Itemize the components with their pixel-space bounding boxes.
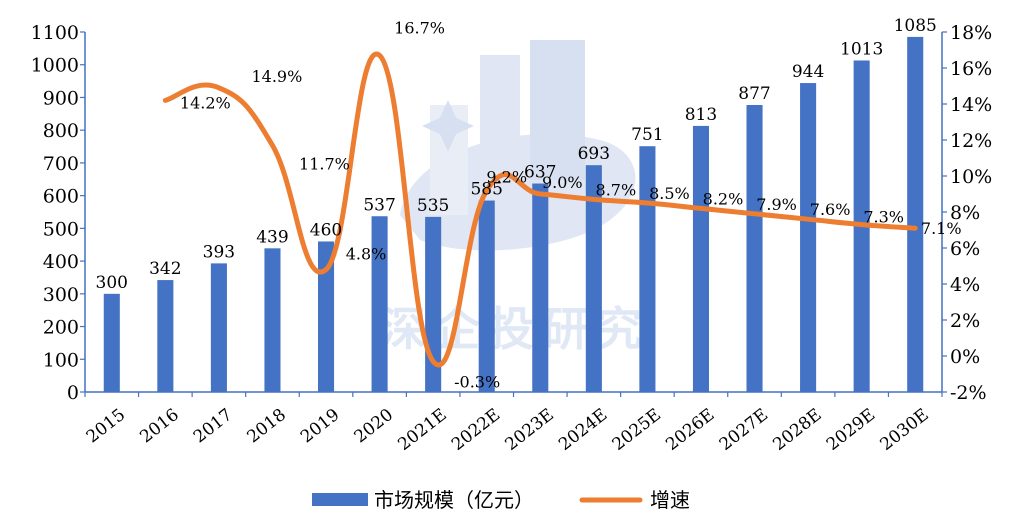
bar-data-label: 537 <box>363 195 395 215</box>
growth-data-label: -0.3% <box>454 372 500 391</box>
growth-data-label: 7.6% <box>810 200 851 219</box>
growth-data-label: 8.5% <box>649 184 690 203</box>
bar <box>371 216 388 392</box>
growth-data-label: 11.7% <box>299 154 350 173</box>
y-left-tick-label: 100 <box>43 349 79 371</box>
bar <box>907 36 924 393</box>
bar <box>585 165 602 392</box>
x-tick-label: 2026E <box>662 405 718 455</box>
growth-data-label: 16.7% <box>394 18 445 37</box>
bar <box>532 183 549 392</box>
y-right-tick-label: 2% <box>950 310 980 332</box>
y-left-tick-label: 900 <box>43 87 79 109</box>
bar-data-label: 393 <box>203 242 235 262</box>
growth-data-label: 9.0% <box>542 173 583 192</box>
legend-swatch-bar <box>312 493 368 506</box>
bar <box>210 263 227 392</box>
growth-data-label: 14.2% <box>180 93 231 112</box>
bar-data-label: 637 <box>524 163 556 183</box>
bar-data-label: 460 <box>310 220 342 240</box>
bars-layer <box>103 36 924 393</box>
y-left-tick-label: 0 <box>67 382 79 404</box>
bar-data-label: 751 <box>631 125 663 145</box>
bar-data-label: 693 <box>578 144 610 164</box>
bar-data-label: 877 <box>738 84 770 104</box>
x-tick-label: 2028E <box>769 405 825 455</box>
growth-data-label: 8.2% <box>703 189 744 208</box>
x-tick-label: 2025E <box>609 405 665 455</box>
y-right-tick-label: 6% <box>950 238 980 260</box>
x-tick-label: 2022E <box>448 405 504 455</box>
y-right-tick-label: 4% <box>950 274 980 296</box>
y-left-tick-label: 400 <box>43 251 79 273</box>
x-tick-label: 2027E <box>716 405 772 455</box>
growth-rate-line <box>162 51 918 368</box>
x-tick-label: 2029E <box>823 405 879 455</box>
bar-data-label: 342 <box>149 259 181 279</box>
y-left-tick-label: 800 <box>43 120 79 142</box>
y-left-tick-label: 700 <box>43 153 79 175</box>
legend-label-line: 增速 <box>650 488 690 512</box>
y-left-tick-label: 1100 <box>31 22 79 44</box>
y-right-tick-label: 16% <box>950 58 992 80</box>
x-tick-label: 2017 <box>190 405 236 447</box>
bar-data-label: 439 <box>256 227 288 247</box>
y-left-tick-label: 1000 <box>31 55 79 77</box>
bar-data-label: 1013 <box>840 39 883 59</box>
growth-data-label: 4.8% <box>346 245 387 264</box>
bar-data-label: 535 <box>417 196 449 216</box>
bar-data-label: 585 <box>470 180 502 200</box>
growth-data-label: 8.7% <box>596 180 637 199</box>
bar <box>692 125 710 392</box>
line-layer <box>162 51 918 368</box>
y-right-tick-label: 10% <box>950 166 992 188</box>
x-tick-label: 2020 <box>351 405 397 447</box>
growth-data-label: 9.2% <box>486 167 527 186</box>
x-tick-label: 2030E <box>876 405 932 455</box>
x-tick-label: 2021E <box>394 405 450 455</box>
y-right-tick-label: -2% <box>950 382 987 404</box>
bar-data-label: 944 <box>792 62 824 82</box>
y-right-tick-label: 0% <box>950 346 980 368</box>
x-tick-label: 2015 <box>83 405 129 447</box>
growth-data-label: 7.9% <box>756 195 797 214</box>
legend-label-bar: 市场规模（亿元） <box>374 488 534 512</box>
x-tick-label: 2024E <box>555 405 611 455</box>
bar <box>478 200 495 392</box>
y-right-tick-label: 8% <box>950 202 980 224</box>
bar <box>103 293 120 392</box>
x-tick-label: 2023E <box>502 405 558 455</box>
growth-data-label: 7.1% <box>921 219 962 238</box>
labels-layer: 300 342 393 439 460 537 535 585 637 693 751 813 877 9… <box>96 16 962 391</box>
y-right-tick-label: 14% <box>950 94 992 116</box>
bar-data-label: 1085 <box>894 16 937 36</box>
y-left-tick-label: 300 <box>43 284 79 306</box>
bar <box>800 83 817 393</box>
growth-data-label: 7.3% <box>863 208 904 227</box>
x-tick-label: 2016 <box>136 405 182 447</box>
bar <box>157 280 174 392</box>
bar-data-label: 300 <box>96 273 128 293</box>
bar <box>639 146 656 392</box>
y-left-tick-label: 600 <box>43 186 79 208</box>
bar <box>264 248 281 392</box>
y-left-tick-label: 200 <box>43 317 79 339</box>
bar <box>746 104 763 393</box>
x-tick-label: 2018 <box>244 405 290 447</box>
y-right-tick-label: 18% <box>950 22 992 44</box>
legend: 市场规模（亿元） 增速 <box>312 488 690 512</box>
x-tick-label: 2019 <box>297 405 343 447</box>
bar-data-label: 813 <box>685 105 717 125</box>
y-left-tick-label: 500 <box>43 218 79 240</box>
y-right-tick-label: 12% <box>950 130 992 152</box>
growth-data-label: 14.9% <box>251 67 302 86</box>
bar <box>317 241 335 392</box>
